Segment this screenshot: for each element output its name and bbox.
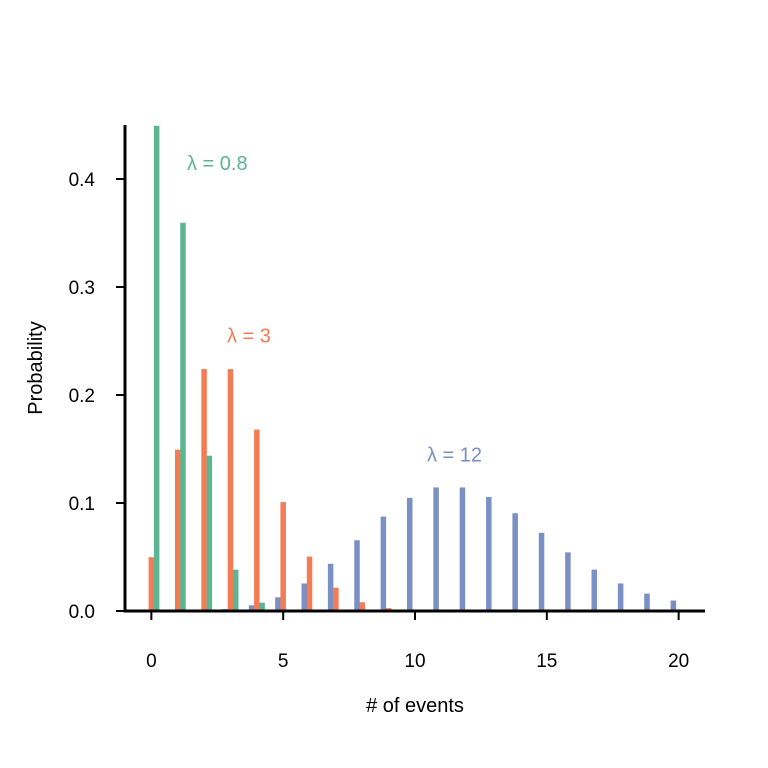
axes-group: 0.0 0.1 0.2 0.3 0.4 0 5 10 15 20: [69, 125, 705, 672]
bar-0.8-x1: [180, 222, 186, 612]
bar-3-x8: [359, 602, 366, 611]
bar-0.8-x3: [232, 569, 239, 611]
bar-3-x3: [227, 369, 234, 611]
x-tick-label-2: 10: [404, 651, 425, 672]
series-label-0: λ = 12: [427, 444, 482, 466]
bar-3-x5: [280, 502, 286, 611]
bar-12-x5: [275, 597, 281, 611]
bar-0.8-x2: [206, 455, 213, 611]
x-axis-title: # of events: [366, 695, 464, 717]
labels-group: # of events Probability λ = 12 λ = 3 λ = 0.8: [25, 153, 482, 717]
bar-12-x10: [406, 497, 413, 611]
bar-12-x6: [301, 583, 308, 611]
bar-3-x0: [148, 557, 155, 611]
y-tick-label-3: 0.3: [69, 278, 95, 299]
x-tick-label-4: 20: [668, 651, 689, 672]
x-tick-label-3: 15: [536, 651, 557, 672]
bar-12-x15: [538, 532, 545, 611]
x-tick-label-0: 0: [146, 651, 157, 672]
bar-12-x12: [459, 487, 466, 611]
x-tick-label-1: 5: [278, 651, 289, 672]
bar-12-x9: [380, 516, 387, 611]
bar-12-x14: [512, 513, 518, 611]
bar-3-x2: [201, 369, 207, 611]
series-label-2: λ = 0.8: [187, 153, 248, 175]
bar-12-x8: [354, 540, 360, 611]
bar-3-x7: [333, 587, 339, 611]
bar-12-x17: [591, 569, 598, 611]
bar-12-x19: [644, 593, 650, 611]
bar-12-x13: [486, 496, 492, 611]
bar-12-x4: [248, 605, 255, 611]
bar-12-x7: [327, 563, 334, 611]
bar-12-x11: [433, 487, 439, 611]
y-tick-label-0: 0.0: [69, 602, 95, 623]
y-tick-label-1: 0.1: [69, 494, 95, 515]
bar-3-x4: [254, 429, 260, 611]
bar-3-x6: [306, 556, 313, 611]
series-label-1: λ = 3: [227, 326, 271, 348]
bar-3-x1: [174, 449, 181, 611]
bars-group: [148, 125, 677, 612]
bar-0.8-x0: [153, 125, 160, 611]
bar-0.8-x4: [259, 602, 265, 611]
y-tick-label-2: 0.2: [69, 386, 95, 407]
bar-12-x20: [670, 600, 677, 611]
y-tick-label-4: 0.4: [69, 170, 96, 191]
bar-12-x16: [565, 552, 571, 611]
bar-12-x18: [617, 583, 624, 611]
y-axis-title: Probability: [25, 321, 47, 414]
